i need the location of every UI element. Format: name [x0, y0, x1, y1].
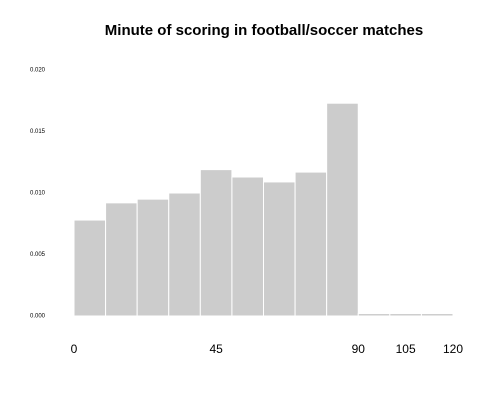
y-tick-label: 0.005: [30, 252, 46, 258]
x-tick-label: 90: [352, 342, 366, 356]
bar: [105, 202, 138, 317]
bar: [389, 313, 422, 317]
y-tick-label: 0.015: [30, 129, 46, 135]
bar: [326, 102, 359, 317]
x-tick-label: 0: [71, 342, 78, 356]
y-tick-label: 0.010: [30, 191, 46, 197]
bar: [199, 169, 233, 317]
x-tick-label: 105: [396, 342, 416, 356]
chart-title: Minute of scoring in football/soccer mat…: [105, 22, 423, 39]
bar: [420, 313, 454, 317]
x-tick-label: 45: [209, 342, 223, 356]
bar: [294, 171, 328, 317]
y-tick-label: 0.000: [30, 314, 46, 320]
bar: [231, 176, 265, 317]
y-tick-label: 0.020: [30, 68, 46, 74]
bar: [168, 192, 201, 317]
bar: [73, 219, 107, 317]
x-tick-label: 120: [443, 342, 463, 356]
bar: [263, 181, 296, 317]
bar: [136, 198, 170, 317]
bar: [357, 313, 391, 317]
